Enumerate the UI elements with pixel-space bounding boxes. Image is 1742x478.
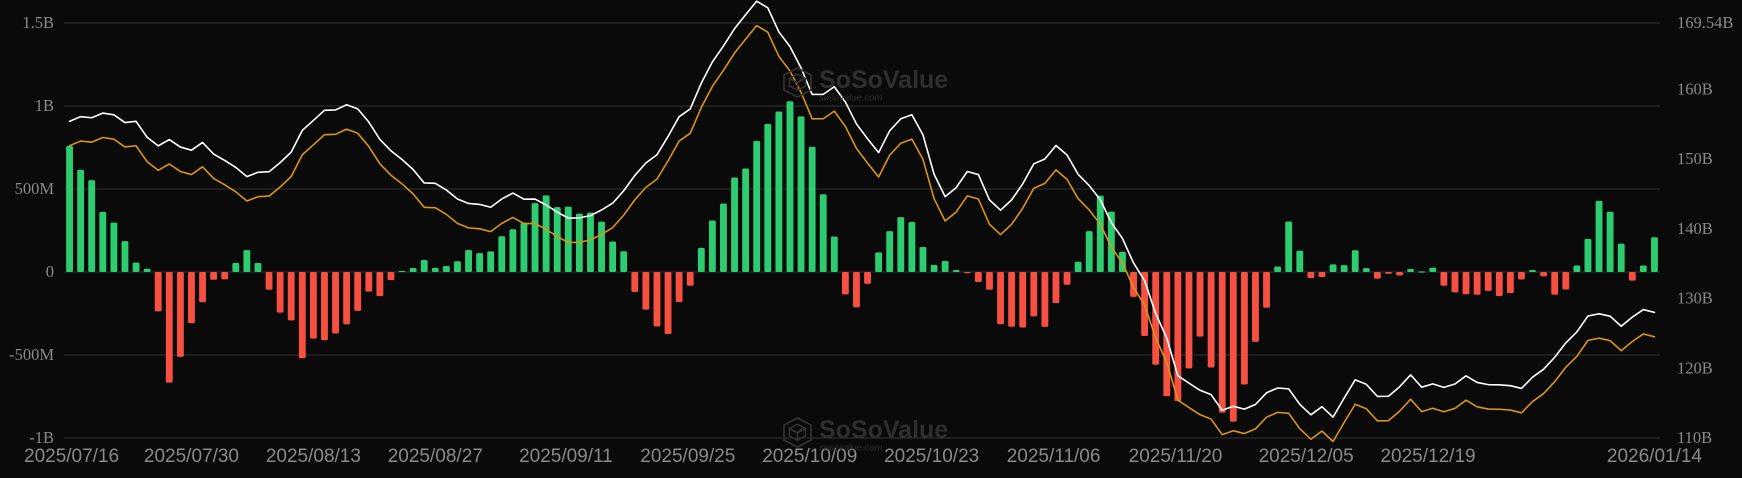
svg-text:140B: 140B bbox=[1677, 219, 1713, 238]
svg-text:169.54B: 169.54B bbox=[1677, 13, 1733, 32]
svg-text:130B: 130B bbox=[1677, 289, 1713, 308]
svg-text:2025/09/11: 2025/09/11 bbox=[519, 446, 613, 467]
svg-text:500M: 500M bbox=[15, 179, 55, 198]
svg-text:2025/08/27: 2025/08/27 bbox=[388, 446, 483, 467]
svg-text:110B: 110B bbox=[1677, 428, 1712, 447]
svg-text:2025/10/23: 2025/10/23 bbox=[884, 446, 979, 467]
svg-text:2026/01/14: 2026/01/14 bbox=[1607, 446, 1703, 467]
svg-text:1B: 1B bbox=[35, 96, 54, 115]
svg-text:2025/07/30: 2025/07/30 bbox=[144, 446, 239, 467]
svg-text:sosovalue.com: sosovalue.com bbox=[819, 93, 882, 104]
svg-text:120B: 120B bbox=[1677, 358, 1713, 377]
svg-text:-1B: -1B bbox=[29, 428, 54, 447]
svg-text:2025/09/25: 2025/09/25 bbox=[640, 446, 735, 467]
svg-text:2025/11/06: 2025/11/06 bbox=[1007, 446, 1101, 467]
svg-text:0: 0 bbox=[46, 262, 54, 281]
svg-text:2025/12/19: 2025/12/19 bbox=[1380, 446, 1475, 467]
svg-text:2025/07/16: 2025/07/16 bbox=[24, 446, 119, 467]
svg-text:2025/12/05: 2025/12/05 bbox=[1259, 446, 1354, 467]
svg-text:2025/08/13: 2025/08/13 bbox=[266, 446, 361, 467]
svg-text:sosovalue.com: sosovalue.com bbox=[819, 443, 882, 454]
svg-text:SoSoValue: SoSoValue bbox=[819, 66, 948, 94]
svg-text:150B: 150B bbox=[1677, 149, 1713, 168]
svg-text:160B: 160B bbox=[1677, 79, 1713, 98]
svg-text:SoSoValue: SoSoValue bbox=[819, 416, 948, 444]
svg-text:2025/11/20: 2025/11/20 bbox=[1129, 446, 1223, 467]
svg-text:1.5B: 1.5B bbox=[22, 13, 54, 32]
svg-text:-500M: -500M bbox=[9, 345, 54, 364]
